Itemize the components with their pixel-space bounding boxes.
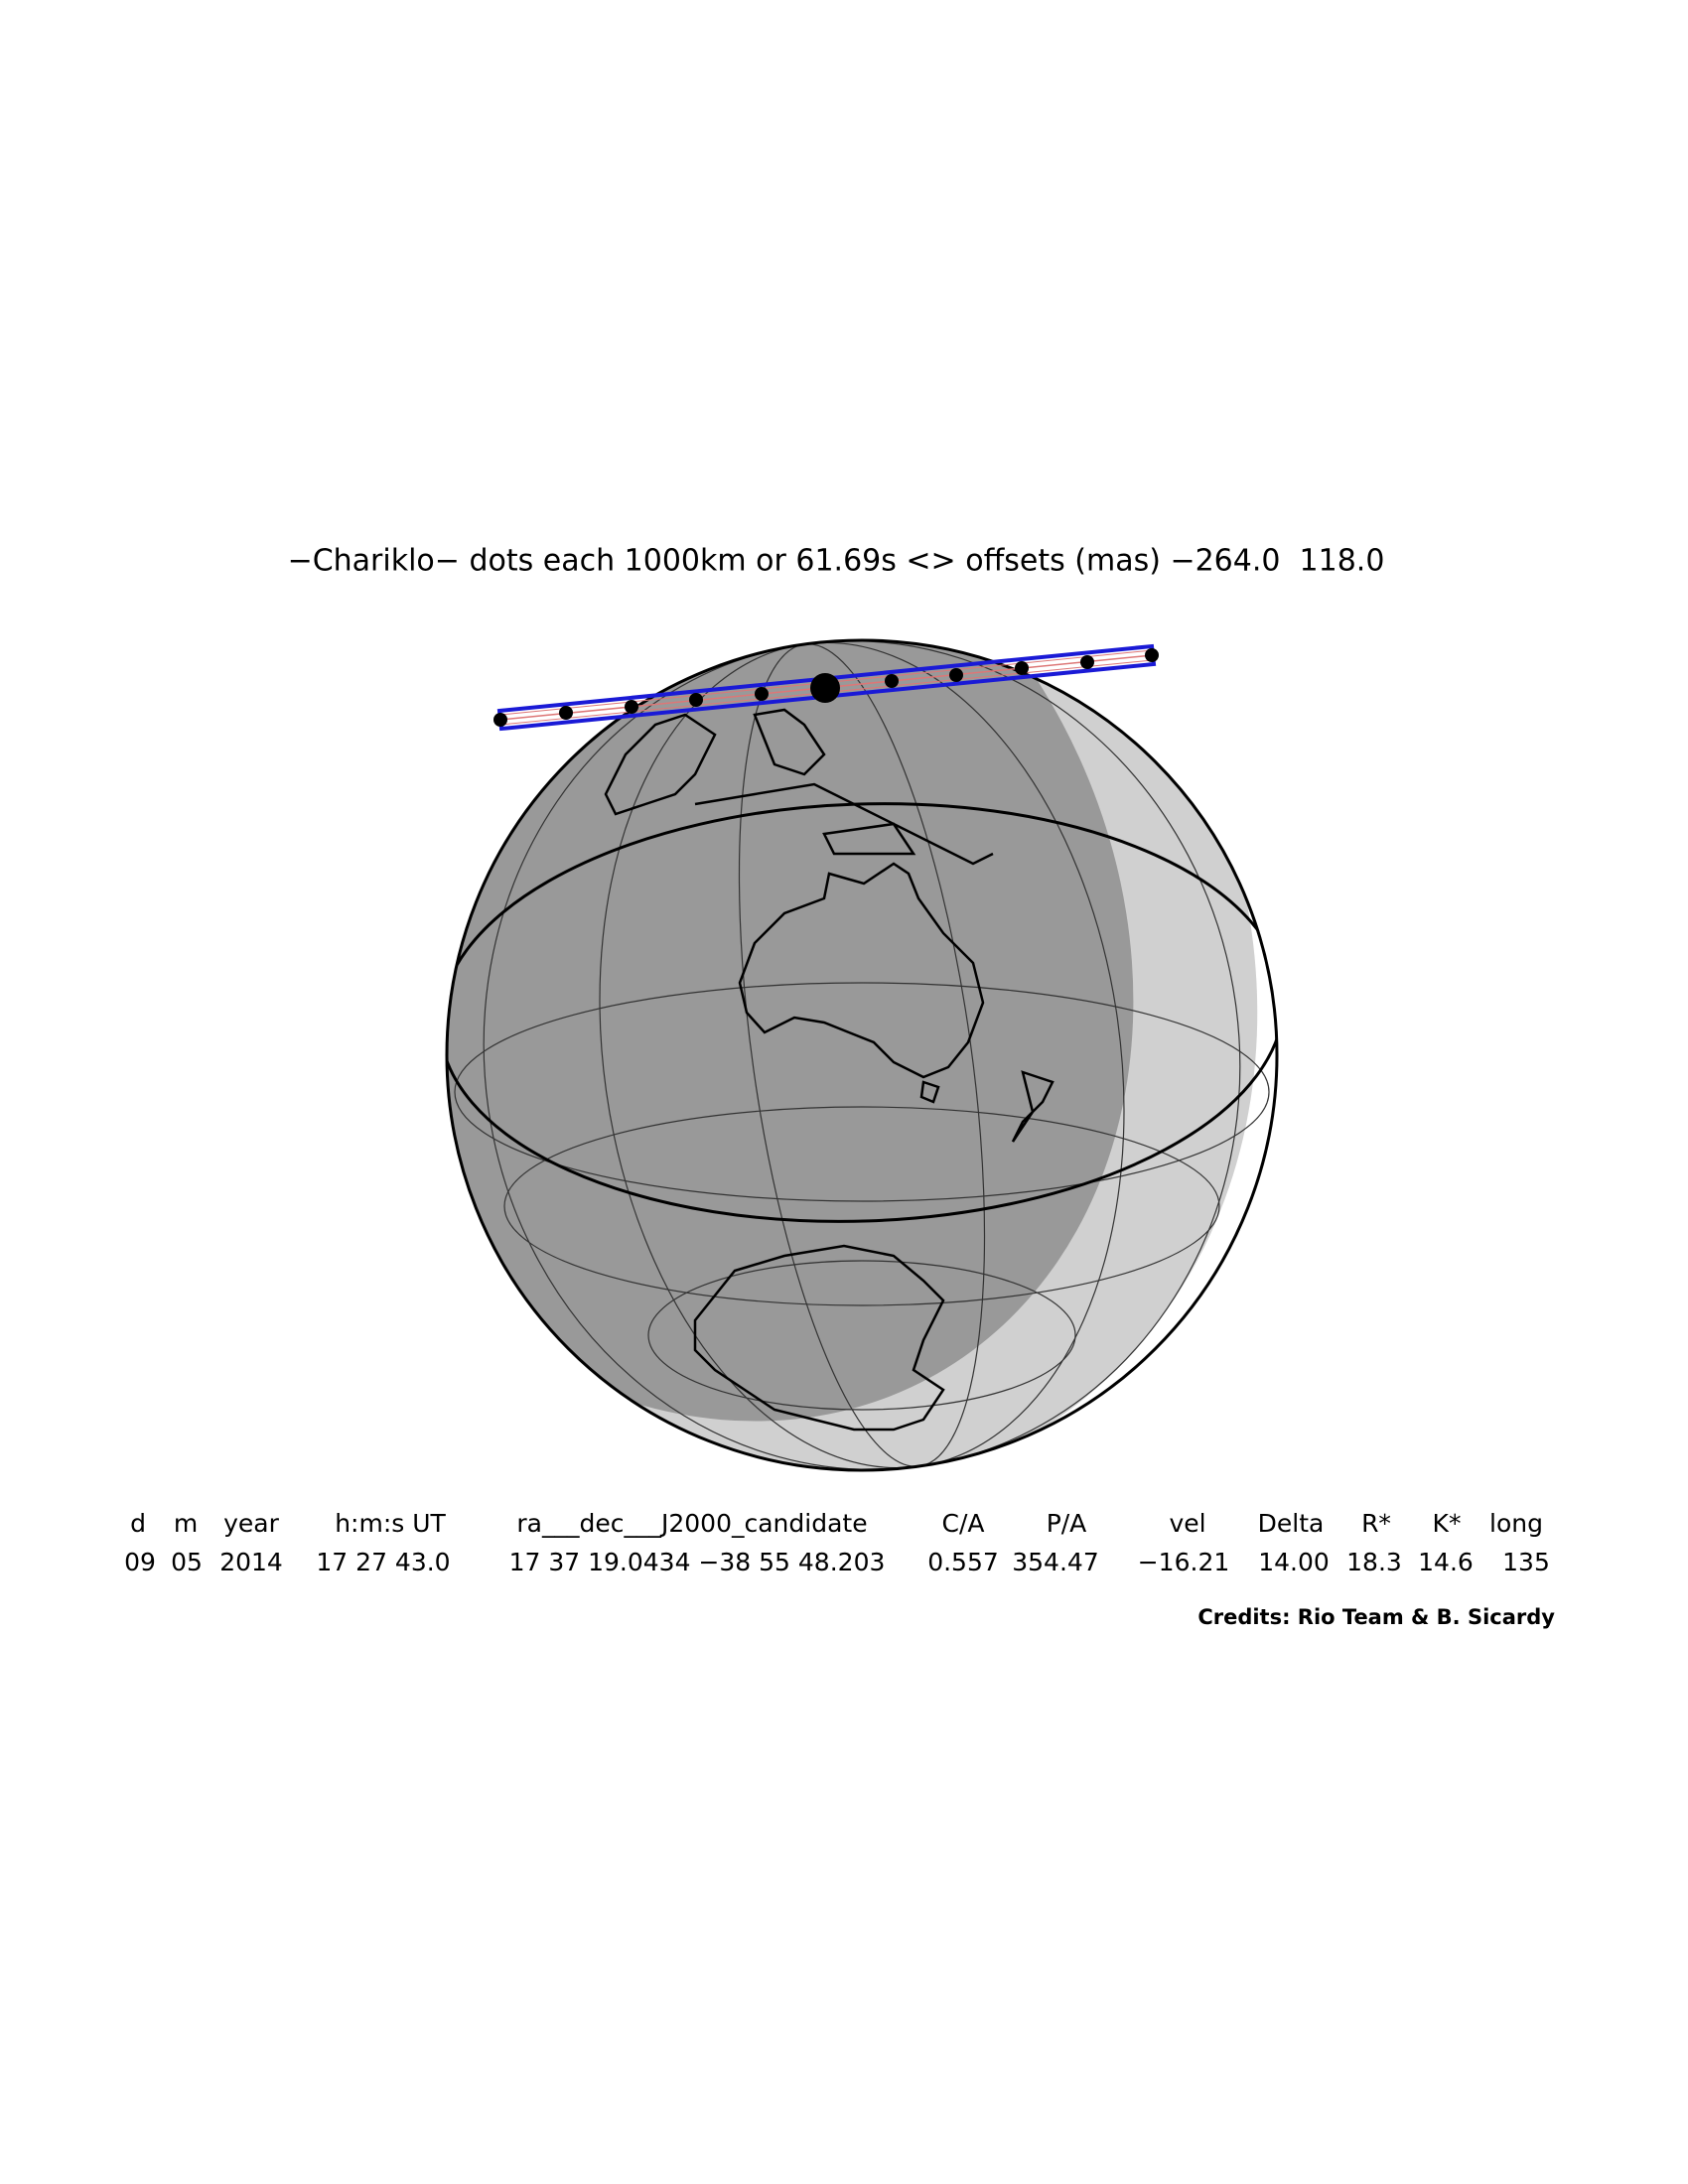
header-cell: d bbox=[130, 1509, 146, 1538]
header-cell: P/A bbox=[1047, 1509, 1087, 1538]
globe bbox=[445, 638, 1279, 1472]
header-cell: K* bbox=[1433, 1509, 1462, 1538]
value-cell: 14.6 bbox=[1418, 1548, 1474, 1576]
value-cell: 135 bbox=[1502, 1548, 1550, 1576]
value-cell: 14.00 bbox=[1258, 1548, 1330, 1576]
value-cell: 2014 bbox=[219, 1548, 283, 1576]
value-cell: 17 37 19.0434 −38 55 48.203 bbox=[509, 1548, 886, 1576]
header-cell: m bbox=[174, 1509, 198, 1538]
header-cell: h:m:s UT bbox=[335, 1509, 446, 1538]
header-cell: vel bbox=[1169, 1509, 1205, 1538]
map-title: −Chariklo− dots each 1000km or 61.69s <>… bbox=[288, 544, 1385, 579]
header-cell: Delta bbox=[1258, 1509, 1325, 1538]
header-cell: year bbox=[223, 1509, 279, 1538]
value-cell: 0.557 bbox=[927, 1548, 999, 1576]
header-cell: C/A bbox=[942, 1509, 985, 1538]
value-cell: 354.47 bbox=[1012, 1548, 1098, 1576]
header-cell: ra___dec___J2000_candidate bbox=[516, 1509, 867, 1538]
value-cell: 05 bbox=[171, 1548, 203, 1576]
value-cell: 09 bbox=[124, 1548, 156, 1576]
header-cell: R* bbox=[1361, 1509, 1391, 1538]
credits: Credits: Rio Team & B. Sicardy bbox=[1197, 1605, 1555, 1629]
value-cell: −16.21 bbox=[1138, 1548, 1230, 1576]
value-cell: 17 27 43.0 bbox=[316, 1548, 450, 1576]
shadow-path bbox=[493, 643, 1159, 732]
coastlines bbox=[604, 708, 1055, 1432]
value-cell: 18.3 bbox=[1346, 1548, 1402, 1576]
header-cell: long bbox=[1489, 1509, 1543, 1538]
